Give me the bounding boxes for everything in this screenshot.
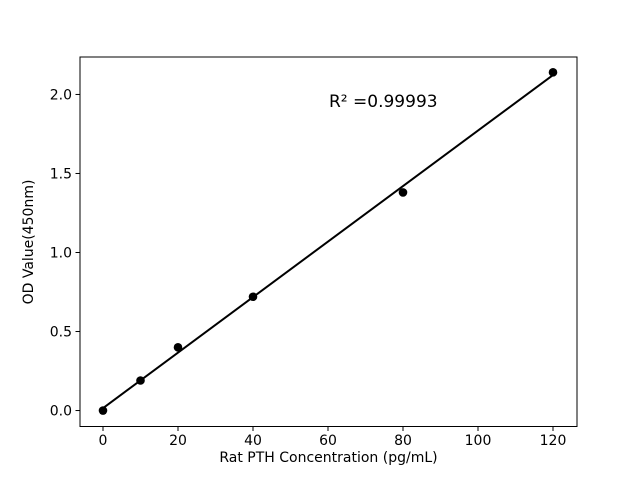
y-axis: 0.0 0.5 1.0 1.5 2.0: [50, 87, 80, 420]
x-axis-label: Rat PTH Concentration (pg/mL): [219, 450, 437, 466]
x-tick-label: 20: [169, 433, 187, 449]
x-tick-label: 40: [244, 433, 262, 449]
x-tick-label: 60: [319, 433, 337, 449]
r-squared-annotation: R² =0.99993: [329, 92, 438, 112]
y-axis-label: OD Value(450nm): [21, 180, 37, 305]
x-tick-label: 100: [465, 433, 492, 449]
data-point: [248, 292, 258, 302]
x-tick-label: 120: [540, 433, 567, 449]
y-tick-label: 2.0: [50, 87, 72, 103]
x-axis: 0 20 40 60 80 100 120: [99, 426, 567, 449]
fit-line: [102, 74, 554, 409]
x-tick-label: 0: [99, 433, 108, 449]
y-tick-label: 1.0: [50, 245, 72, 261]
plot-frame: [79, 56, 578, 427]
data-point: [398, 188, 408, 197]
data-point: [98, 406, 108, 415]
x-tick-label: 80: [394, 433, 412, 449]
y-tick-label: 1.5: [50, 166, 72, 182]
data-point: [173, 343, 183, 352]
data-point: [548, 68, 558, 77]
y-tick-label: 0.5: [50, 325, 72, 341]
data-points: [98, 68, 558, 415]
y-tick-label: 0.0: [50, 404, 72, 420]
data-point: [136, 376, 145, 385]
